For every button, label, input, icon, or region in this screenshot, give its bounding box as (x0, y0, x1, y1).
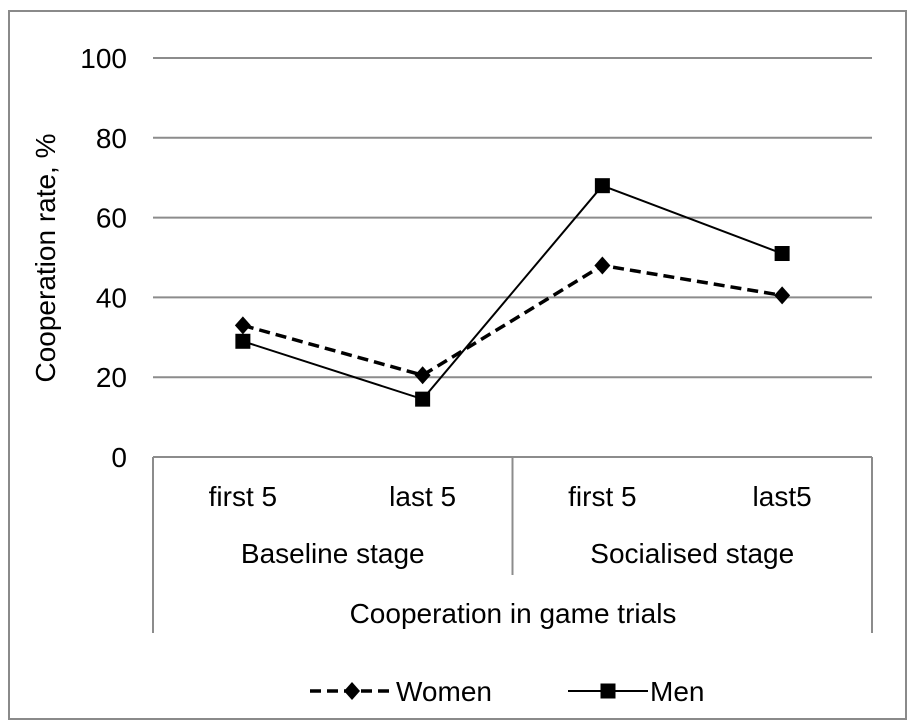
series-line-men (242, 184, 783, 401)
data-point-women (594, 256, 611, 275)
x-axis (152, 456, 873, 633)
data-point-men (774, 246, 790, 262)
data-point-men (415, 391, 431, 407)
data-point-women (234, 316, 251, 335)
y-axis-label: Cooperation rate, % (30, 133, 61, 382)
x-category-label: last5 (753, 481, 812, 512)
x-category-label: first 5 (568, 481, 636, 512)
legend-label-men: Men (650, 676, 704, 707)
data-point-men (235, 333, 251, 349)
y-tick-labels: 0 20 40 60 80 100 (80, 43, 127, 473)
y-tick-label: 60 (96, 203, 127, 234)
y-tick-label: 20 (96, 362, 127, 393)
series-layer (234, 178, 791, 407)
legend-item-men: Men (568, 676, 704, 707)
x-axis-label: Cooperation in game trials (350, 598, 677, 629)
series-women (234, 256, 791, 385)
gridlines (153, 57, 872, 379)
legend-marker-men (600, 683, 616, 699)
data-point-women (414, 366, 431, 385)
chart-frame (8, 10, 907, 720)
x-category-label: first 5 (209, 481, 277, 512)
x-group-labels: Baseline stage Socialised stage (241, 538, 794, 569)
series-line-women (242, 263, 783, 378)
legend: Women Men (310, 676, 704, 707)
series-men (235, 178, 790, 407)
legend-marker-women (344, 682, 360, 700)
y-tick-label: 40 (96, 282, 127, 313)
y-tick-label: 80 (96, 123, 127, 154)
data-point-women (774, 286, 791, 305)
y-tick-label: 0 (111, 442, 127, 473)
data-point-men (594, 178, 610, 194)
x-group-label: Baseline stage (241, 538, 425, 569)
legend-item-women: Women (310, 676, 492, 707)
x-group-label: Socialised stage (590, 538, 794, 569)
legend-label-women: Women (396, 676, 492, 707)
x-category-labels: first 5 last 5 first 5 last5 (209, 481, 812, 512)
x-category-label: last 5 (389, 481, 456, 512)
y-tick-label: 100 (80, 43, 127, 74)
